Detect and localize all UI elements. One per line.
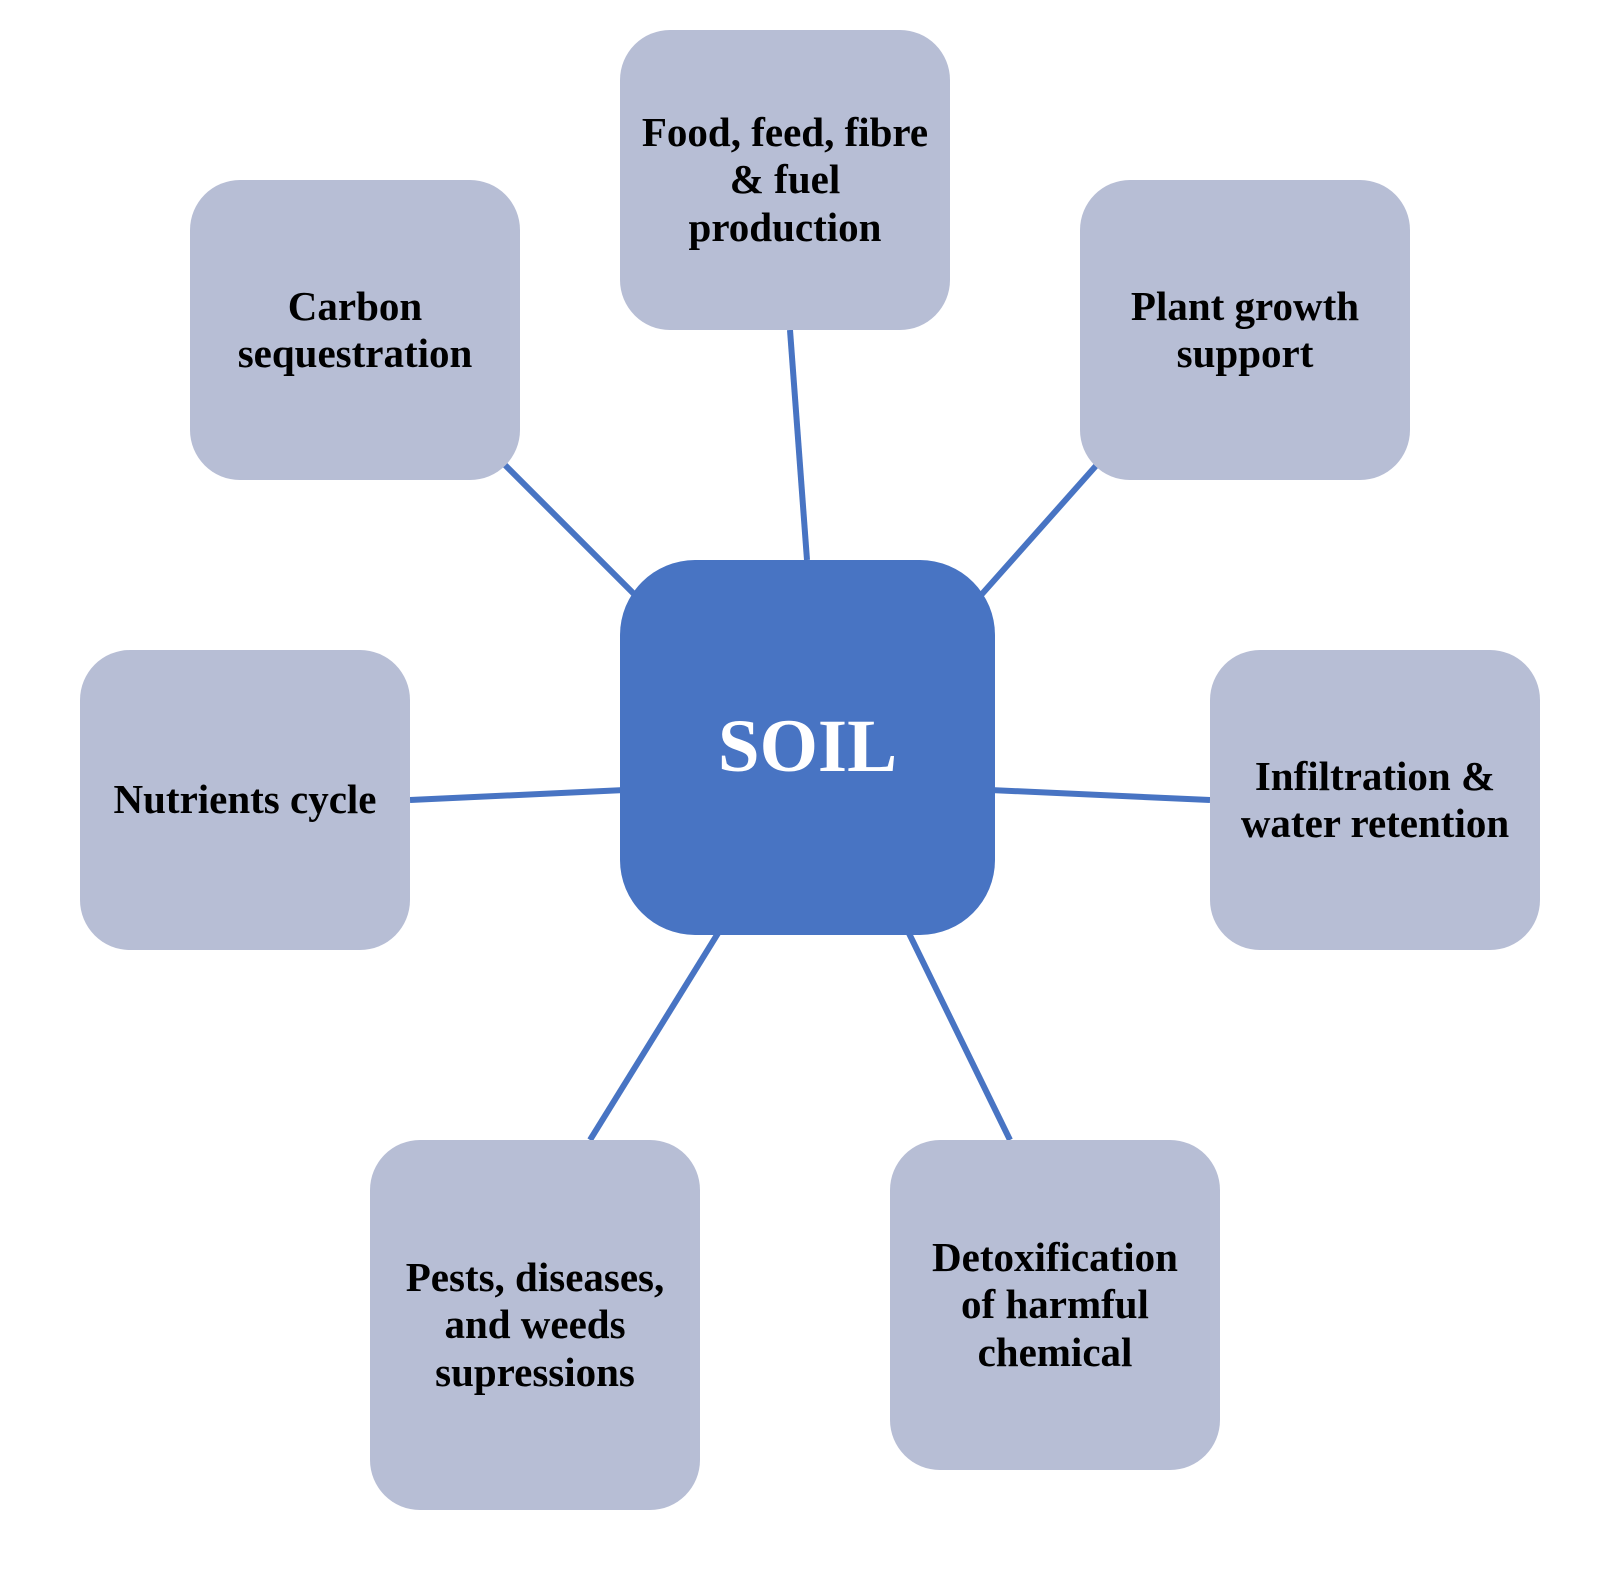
diagram-canvas: SOIL Food, feed, fibre & fuel production P… [0,0,1600,1577]
center-node-label: SOIL [718,704,897,790]
outer-node-label: Infiltration & water retention [1230,753,1520,847]
outer-node-label: Detoxification of harmful chemical [910,1234,1200,1375]
outer-node-label: Pests, diseases, and weeds supressions [390,1254,680,1395]
outer-node-label: Nutrients cycle [114,776,377,823]
outer-node-pests: Pests, diseases, and weeds supressions [370,1140,700,1510]
outer-node-nutrients: Nutrients cycle [80,650,410,950]
connector-line [410,790,625,800]
outer-node-label: Plant growth support [1100,283,1390,377]
outer-node-plant: Plant growth support [1080,180,1410,480]
outer-node-food: Food, feed, fibre & fuel production [620,30,950,330]
connector-line [900,915,1010,1140]
outer-node-label: Food, feed, fibre & fuel production [640,109,930,250]
outer-node-carbon: Carbon sequestration [190,180,520,480]
outer-node-water: Infiltration & water retention [1210,650,1540,950]
connector-line [990,790,1210,800]
center-node-soil: SOIL [620,560,995,935]
connector-line [590,930,720,1140]
outer-node-detox: Detoxification of harmful chemical [890,1140,1220,1470]
outer-node-label: Carbon sequestration [210,283,500,377]
connector-line [790,330,807,560]
